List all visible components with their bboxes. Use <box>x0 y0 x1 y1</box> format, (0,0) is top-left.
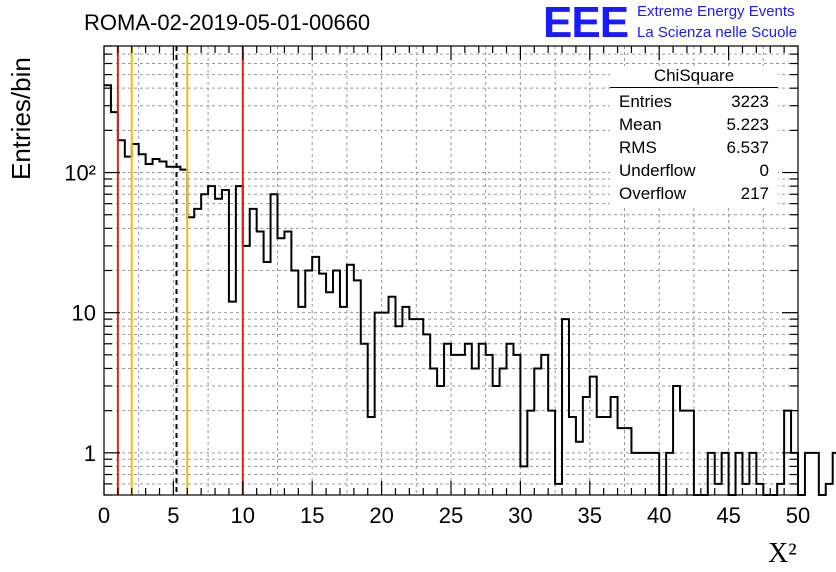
x-tick-label: 5 <box>167 503 179 528</box>
y-axis-label: Entries/bin <box>6 57 36 180</box>
stats-value: 6.537 <box>726 138 769 157</box>
stats-title: ChiSquare <box>610 66 778 88</box>
stats-row-entries: Entries 3223 <box>610 90 778 113</box>
x-tick-label: 0 <box>98 503 110 528</box>
stats-row-underflow: Underflow 0 <box>610 159 778 182</box>
stats-value: 3223 <box>731 92 769 111</box>
histogram-series <box>104 84 836 496</box>
x-tick-label: 35 <box>578 503 602 528</box>
chart-title: ROMA-02-2019-05-01-00660 <box>84 10 371 35</box>
x-tick-label: 20 <box>369 503 393 528</box>
stats-row-mean: Mean 5.223 <box>610 113 778 136</box>
y-tick-label: 10 <box>72 301 96 326</box>
stats-row-overflow: Overflow 217 <box>610 182 778 205</box>
logo-line-1: Extreme Energy Events <box>637 3 795 20</box>
x-tick-label: 40 <box>647 503 671 528</box>
stats-label: RMS <box>619 138 657 157</box>
stats-label: Underflow <box>619 161 696 180</box>
y-tick-label: 10² <box>64 161 96 186</box>
stats-label: Mean <box>619 115 662 134</box>
x-tick-label: 15 <box>300 503 324 528</box>
x-tick-label: 50 <box>786 503 810 528</box>
eee-logo: EEE <box>543 0 629 47</box>
stats-row-rms: RMS 6.537 <box>610 136 778 159</box>
y-tick-label: 1 <box>84 441 96 466</box>
stats-label: Entries <box>619 92 672 111</box>
x-tick-label: 30 <box>508 503 532 528</box>
x-tick-label: 10 <box>231 503 255 528</box>
stats-value: 0 <box>759 161 769 180</box>
stats-label: Overflow <box>619 184 687 203</box>
stats-box: ChiSquare Entries 3223 Mean 5.223 RMS 6.… <box>610 66 778 205</box>
stats-value: 217 <box>740 184 769 203</box>
logo-line-2: La Scienza nelle Scuole <box>637 24 798 41</box>
stats-value: 5.223 <box>726 115 769 134</box>
x-tick-label: 45 <box>716 503 740 528</box>
x-axis-label: X² <box>768 538 797 569</box>
x-tick-label: 25 <box>439 503 463 528</box>
